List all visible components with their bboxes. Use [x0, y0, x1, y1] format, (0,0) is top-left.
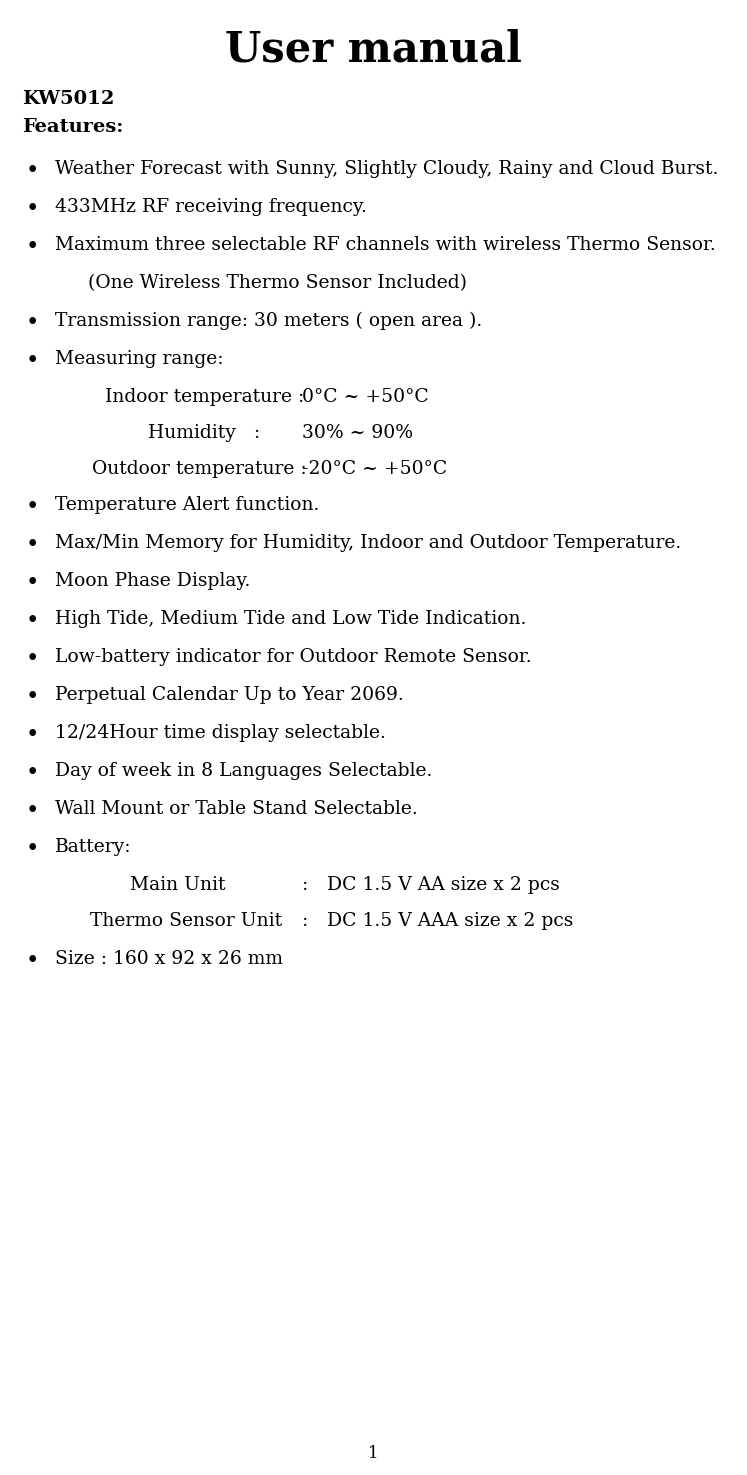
Text: •: • — [25, 763, 39, 785]
Text: DC 1.5 V AAA size x 2 pcs: DC 1.5 V AAA size x 2 pcs — [315, 912, 574, 931]
Text: Transmission range: 30 meters ( open area ).: Transmission range: 30 meters ( open are… — [55, 313, 483, 330]
Text: •: • — [25, 236, 39, 258]
Text: KW5012: KW5012 — [22, 90, 114, 108]
Text: •: • — [25, 534, 39, 556]
Text: •: • — [25, 838, 39, 860]
Text: Wall Mount or Table Stand Selectable.: Wall Mount or Table Stand Selectable. — [55, 799, 418, 819]
Text: •: • — [25, 648, 39, 670]
Text: DC 1.5 V AA size x 2 pcs: DC 1.5 V AA size x 2 pcs — [315, 876, 560, 894]
Text: Day of week in 8 Languages Selectable.: Day of week in 8 Languages Selectable. — [55, 763, 433, 780]
Text: 0°C ~ +50°C: 0°C ~ +50°C — [290, 388, 429, 406]
Text: •: • — [25, 686, 39, 708]
Text: Temperature Alert function.: Temperature Alert function. — [55, 496, 320, 513]
Text: •: • — [25, 950, 39, 972]
Text: Main Unit: Main Unit — [130, 876, 226, 894]
Text: •: • — [25, 198, 39, 220]
Text: -20°C ~ +50°C: -20°C ~ +50°C — [290, 460, 447, 478]
Text: 1: 1 — [368, 1446, 379, 1462]
Text: :: : — [290, 912, 309, 931]
Text: •: • — [25, 724, 39, 746]
Text: •: • — [25, 572, 39, 594]
Text: Max/Min Memory for Humidity, Indoor and Outdoor Temperature.: Max/Min Memory for Humidity, Indoor and … — [55, 534, 681, 552]
Text: (One Wireless Thermo Sensor Included): (One Wireless Thermo Sensor Included) — [88, 274, 467, 292]
Text: •: • — [25, 350, 39, 372]
Text: 12/24Hour time display selectable.: 12/24Hour time display selectable. — [55, 724, 386, 742]
Text: •: • — [25, 799, 39, 822]
Text: Thermo Sensor Unit: Thermo Sensor Unit — [90, 912, 282, 931]
Text: Outdoor temperature :: Outdoor temperature : — [92, 460, 306, 478]
Text: :: : — [290, 876, 309, 894]
Text: High Tide, Medium Tide and Low Tide Indication.: High Tide, Medium Tide and Low Tide Indi… — [55, 611, 527, 628]
Text: 30% ~ 90%: 30% ~ 90% — [290, 423, 413, 442]
Text: •: • — [25, 496, 39, 518]
Text: Features:: Features: — [22, 118, 123, 136]
Text: User manual: User manual — [225, 28, 522, 69]
Text: 433MHz RF receiving frequency.: 433MHz RF receiving frequency. — [55, 198, 367, 215]
Text: •: • — [25, 159, 39, 181]
Text: Maximum three selectable RF channels with wireless Thermo Sensor.: Maximum three selectable RF channels wit… — [55, 236, 716, 254]
Text: Humidity   :: Humidity : — [148, 423, 260, 442]
Text: Perpetual Calendar Up to Year 2069.: Perpetual Calendar Up to Year 2069. — [55, 686, 403, 704]
Text: Battery:: Battery: — [55, 838, 131, 856]
Text: Moon Phase Display.: Moon Phase Display. — [55, 572, 250, 590]
Text: •: • — [25, 611, 39, 631]
Text: •: • — [25, 313, 39, 333]
Text: Indoor temperature :: Indoor temperature : — [105, 388, 304, 406]
Text: Measuring range:: Measuring range: — [55, 350, 223, 367]
Text: Size : 160 x 92 x 26 mm: Size : 160 x 92 x 26 mm — [55, 950, 283, 968]
Text: Low-battery indicator for Outdoor Remote Sensor.: Low-battery indicator for Outdoor Remote… — [55, 648, 532, 667]
Text: Weather Forecast with Sunny, Slightly Cloudy, Rainy and Cloud Burst.: Weather Forecast with Sunny, Slightly Cl… — [55, 159, 719, 178]
